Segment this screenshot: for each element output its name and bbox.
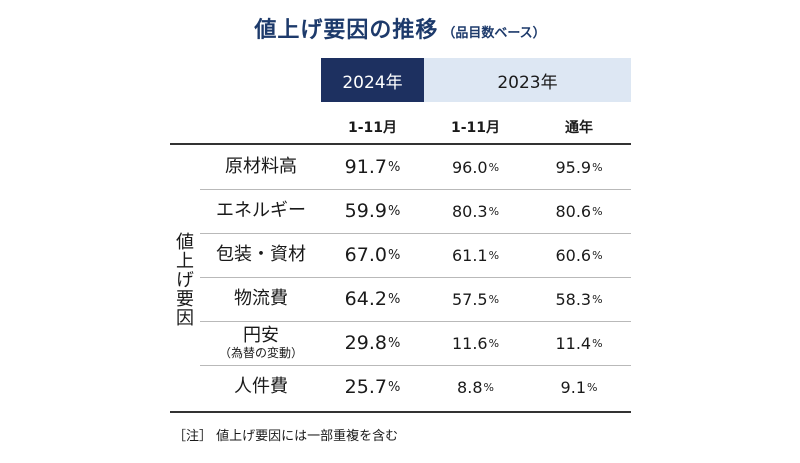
percent-sign: % [488,160,500,174]
title-main: 値上げ要因の推移 [254,18,439,43]
cell-value: 60.6 [555,245,592,265]
percent-sign: % [592,336,603,350]
cell-value: 80.6 [555,201,592,221]
percent-sign: % [592,292,603,306]
row-label: 人件費 [200,365,322,409]
header-divider [170,143,631,145]
row-label-main: 人件費 [234,376,288,397]
cell-2023-full-year: 9.1% [527,365,631,409]
cell-2023-jan-nov: 11.6% [424,321,527,365]
subheader-2023-jan-nov: 1-11月 [450,120,501,136]
row-divider [200,365,631,366]
row-label-main: エネルギー [216,200,306,221]
percent-sign: % [592,204,603,218]
table-row: 円安 （為替の変動） 29.8% 11.6% 11.4% [200,321,631,365]
percent-sign: % [592,160,603,174]
cell-value: 91.7 [344,156,387,178]
cell-2023-jan-nov: 61.1% [424,233,527,277]
percent-sign: % [483,380,494,394]
row-divider [200,277,631,278]
row-divider [200,189,631,190]
footnote: ［注］ 値上げ要因には一部重複を含む [173,429,399,444]
cell-2024-jan-nov: 29.8% [321,321,424,365]
cell-2024-jan-nov: 25.7% [321,365,424,409]
cell-value: 67.0 [344,244,387,266]
cell-2024-jan-nov: 59.9% [321,189,424,233]
table-row: エネルギー 59.9% 80.3% 80.6% [200,189,631,233]
cell-value: 9.1 [560,377,586,397]
cell-2023-full-year: 11.4% [527,321,631,365]
row-label: 円安 （為替の変動） [200,321,322,365]
cell-value: 59.9 [344,200,387,222]
row-label-main: 包装・資材 [216,244,306,265]
cell-value: 11.6 [451,333,488,353]
row-divider [200,321,631,322]
cell-value: 57.5 [451,289,488,309]
cell-value: 61.1 [451,245,488,265]
row-label-main: 物流費 [234,288,288,309]
percent-sign: % [587,380,598,394]
cell-value: 95.9 [555,157,592,177]
year-header-2024: 2024年 [321,58,424,102]
percent-sign: % [488,204,500,218]
table-row: 物流費 64.2% 57.5% 58.3% [200,277,631,321]
percent-sign: % [387,247,401,263]
cell-2023-full-year: 60.6% [527,233,631,277]
percent-sign: % [387,203,401,219]
cell-2023-jan-nov: 96.0% [424,145,527,189]
row-label-main: 原材料高 [225,156,297,177]
subheader-2023-full-year: 通年 [565,120,593,136]
cell-value: 11.4 [555,333,592,353]
table-row: 人件費 25.7% 8.8% 9.1% [200,365,631,409]
table-row: 包装・資材 67.0% 61.1% 60.6% [200,233,631,277]
cell-value: 58.3 [555,289,592,309]
cell-2023-jan-nov: 80.3% [424,189,527,233]
row-label: 原材料高 [200,145,322,189]
cell-2023-jan-nov: 57.5% [424,277,527,321]
cell-2023-full-year: 95.9% [527,145,631,189]
percent-sign: % [387,159,401,175]
row-divider [200,233,631,234]
cell-value: 29.8 [344,332,387,354]
table-row: 原材料高 91.7% 96.0% 95.9% [200,145,631,189]
cell-value: 8.8 [457,377,483,397]
cell-2023-jan-nov: 8.8% [424,365,527,409]
cell-value: 25.7 [344,376,387,398]
cell-value: 96.0 [451,157,488,177]
row-label-main: 円安 [243,325,279,346]
cell-value: 64.2 [344,288,387,310]
cell-2023-full-year: 80.6% [527,189,631,233]
percent-sign: % [592,248,603,262]
cell-2023-full-year: 58.3% [527,277,631,321]
cell-2024-jan-nov: 67.0% [321,233,424,277]
percent-sign: % [387,291,401,307]
percent-sign: % [387,335,401,351]
cell-2024-jan-nov: 91.7% [321,145,424,189]
percent-sign: % [488,292,500,306]
cell-value: 80.3 [451,201,488,221]
title-sub: （品目数ベース） [442,26,546,41]
percent-sign: % [387,379,401,395]
percent-sign: % [488,248,500,262]
percent-sign: % [488,336,500,350]
row-label: 物流費 [200,277,322,321]
row-label: 包装・資材 [200,233,322,277]
row-label: エネルギー [200,189,322,233]
table-bottom-border [170,411,631,413]
subheader-2024-jan-nov: 1-11月 [347,120,398,136]
table-title: 値上げ要因の推移 （品目数ベース） [0,12,800,44]
row-label-sub: （為替の変動） [218,346,303,360]
group-label: 値上げ要因 [173,232,194,327]
cell-2024-jan-nov: 64.2% [321,277,424,321]
year-header-2023: 2023年 [424,58,631,102]
